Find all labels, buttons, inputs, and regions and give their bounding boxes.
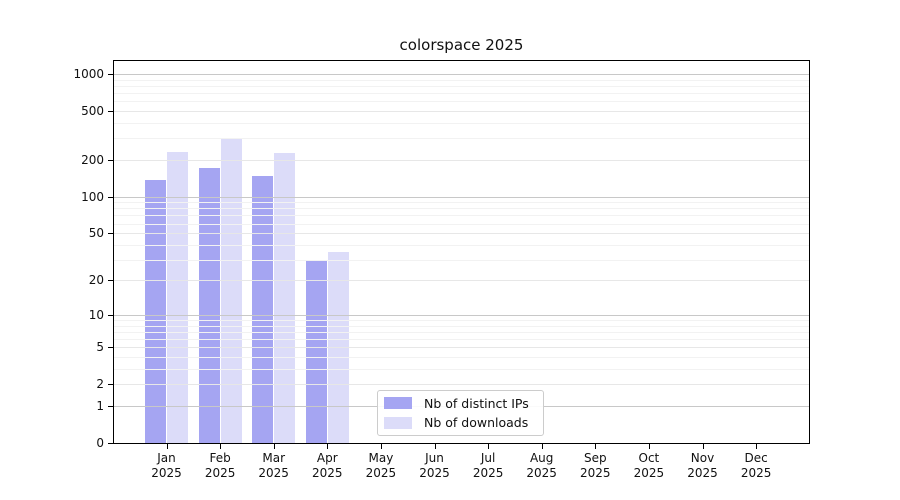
x-tick-label-sep: Sep 2025	[580, 451, 611, 480]
x-tick-label-dec: Dec 2025	[740, 451, 772, 480]
x-tick-mark	[434, 444, 436, 449]
x-tick-mark	[327, 444, 329, 449]
x-tick-mark	[648, 444, 650, 449]
gridline-9	[114, 320, 809, 322]
gridline-2	[114, 384, 809, 386]
gridline-900	[114, 79, 809, 81]
legend: Nb of distinct IPs Nb of downloads	[377, 390, 544, 436]
y-tick-label-10: 10	[88, 307, 104, 322]
y-tick-mark	[108, 405, 113, 407]
x-tick-label-apr: Apr 2025	[312, 451, 343, 480]
y-tick-label-50: 50	[88, 226, 104, 241]
x-tick-mark	[595, 444, 597, 449]
y-tick-mark	[108, 443, 113, 444]
bar-downloads-jan	[167, 151, 188, 443]
y-tick-label-1: 1	[96, 398, 104, 413]
y-tick-label-100: 100	[81, 189, 104, 204]
x-tick-mark	[541, 444, 543, 449]
gridline-7	[114, 331, 809, 333]
gridline-100	[114, 196, 809, 198]
x-tick-mark	[756, 444, 758, 449]
y-tick-mark	[108, 233, 113, 235]
x-tick-label-jul: Jul 2025	[472, 451, 504, 480]
gridline-700	[114, 93, 809, 95]
gridline-500	[114, 111, 809, 113]
gridline-6	[114, 339, 809, 341]
y-tick-label-5: 5	[96, 340, 104, 355]
x-tick-label-nov: Nov 2025	[687, 451, 718, 480]
y-tick-label-500: 500	[81, 104, 104, 119]
x-tick-mark	[220, 444, 222, 449]
x-tick-mark	[488, 444, 490, 449]
y-tick-label-2: 2	[96, 377, 104, 392]
gridline-60	[114, 223, 809, 225]
gridline-80	[114, 208, 809, 210]
gridline-90	[114, 202, 809, 204]
gridline-4	[114, 357, 809, 359]
gridline-300	[114, 138, 809, 140]
bar-distinct-ips-mar	[252, 176, 274, 443]
x-tick-label-may: May 2025	[365, 451, 397, 480]
x-tick-label-mar: Mar 2025	[258, 451, 289, 480]
legend-item-downloads: Nb of downloads	[384, 415, 537, 432]
x-tick-label-jan: Jan 2025	[151, 451, 182, 480]
y-tick-label-0: 0	[96, 436, 104, 450]
gridline-20	[114, 280, 809, 282]
bar-downloads-mar	[274, 153, 296, 443]
y-tick-mark	[108, 314, 113, 316]
bar-distinct-ips-jan	[145, 179, 166, 443]
y-tick-mark	[108, 347, 113, 349]
y-tick-mark	[108, 159, 113, 161]
gridline-200	[114, 159, 809, 161]
x-tick-label-aug: Aug 2025	[526, 451, 557, 480]
gridline-800	[114, 86, 809, 88]
bar-downloads-feb	[220, 139, 242, 443]
y-tick-mark	[108, 384, 113, 386]
gridline-10	[114, 314, 809, 316]
legend-item-distinct-ips: Nb of distinct IPs	[384, 395, 537, 412]
bar-distinct-ips-apr	[305, 261, 327, 443]
gridline-600	[114, 101, 809, 103]
chart-title: colorspace 2025	[399, 36, 524, 54]
y-tick-label-1000: 1000	[73, 67, 104, 82]
gridline-400	[114, 123, 809, 124]
y-tick-mark	[108, 280, 113, 282]
x-tick-label-oct: Oct 2025	[633, 451, 665, 480]
legend-label-downloads: Nb of downloads	[424, 415, 529, 431]
y-tick-label-200: 200	[81, 152, 104, 167]
gridline-5	[114, 347, 809, 349]
y-tick-label-20: 20	[88, 273, 104, 288]
gridline-40	[114, 244, 809, 246]
x-tick-label-feb: Feb 2025	[204, 451, 236, 480]
legend-swatch-downloads	[384, 416, 412, 429]
gridline-8	[114, 325, 809, 327]
gridline-30	[114, 259, 809, 261]
x-tick-mark	[273, 444, 275, 449]
legend-swatch-distinct-ips	[384, 397, 412, 410]
x-tick-mark	[166, 444, 168, 449]
y-tick-mark	[108, 111, 113, 113]
y-tick-mark	[108, 74, 113, 76]
bar-distinct-ips-feb	[198, 167, 220, 443]
x-tick-mark	[380, 444, 382, 449]
gridline-1000	[114, 74, 809, 76]
plot-area	[113, 60, 810, 444]
gridline-50	[114, 233, 809, 235]
legend-label-distinct-ips: Nb of distinct IPs	[424, 395, 529, 411]
y-tick-mark	[108, 196, 113, 198]
x-tick-label-jun: Jun 2025	[419, 451, 450, 480]
gridline-70	[114, 215, 809, 217]
gridline-3	[114, 368, 809, 370]
x-tick-mark	[702, 444, 704, 449]
